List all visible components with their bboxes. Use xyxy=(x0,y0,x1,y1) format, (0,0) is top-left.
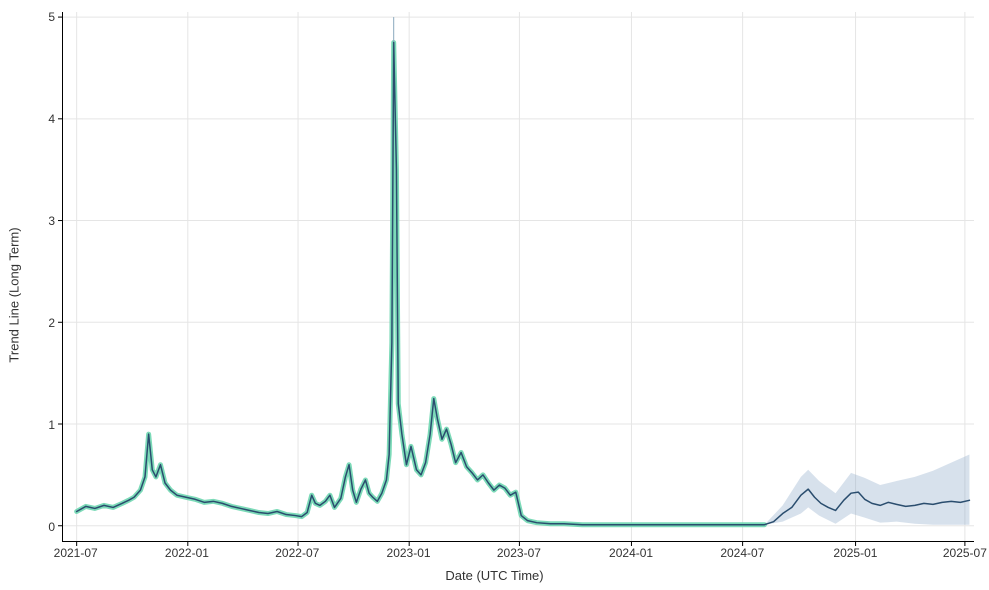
y-tick-label: 5 xyxy=(48,10,55,24)
x-tick-label: 2022-07 xyxy=(275,546,319,560)
forecast-band xyxy=(764,455,969,525)
main-trend-line xyxy=(77,43,970,525)
x-tick-label: 2025-07 xyxy=(943,546,987,560)
x-tick-label: 2024-01 xyxy=(609,546,653,560)
y-tick-label: 2 xyxy=(48,316,55,330)
y-axis-label: Trend Line (Long Term) xyxy=(7,227,22,362)
x-tick-label: 2021-07 xyxy=(54,546,98,560)
y-tick-label: 4 xyxy=(48,112,55,126)
x-tick-label: 2025-01 xyxy=(833,546,877,560)
x-tick-label: 2024-07 xyxy=(720,546,764,560)
chart-svg xyxy=(63,12,974,541)
plot-area xyxy=(62,12,974,542)
y-tick-label: 1 xyxy=(48,418,55,432)
historical-highlight-line xyxy=(77,43,765,525)
y-tick-label: 3 xyxy=(48,214,55,228)
y-tick-label: 0 xyxy=(48,520,55,534)
x-tick-label: 2022-01 xyxy=(165,546,209,560)
x-tick-label: 2023-07 xyxy=(497,546,541,560)
x-tick-label: 2023-01 xyxy=(387,546,431,560)
x-axis-label: Date (UTC Time) xyxy=(445,568,543,583)
